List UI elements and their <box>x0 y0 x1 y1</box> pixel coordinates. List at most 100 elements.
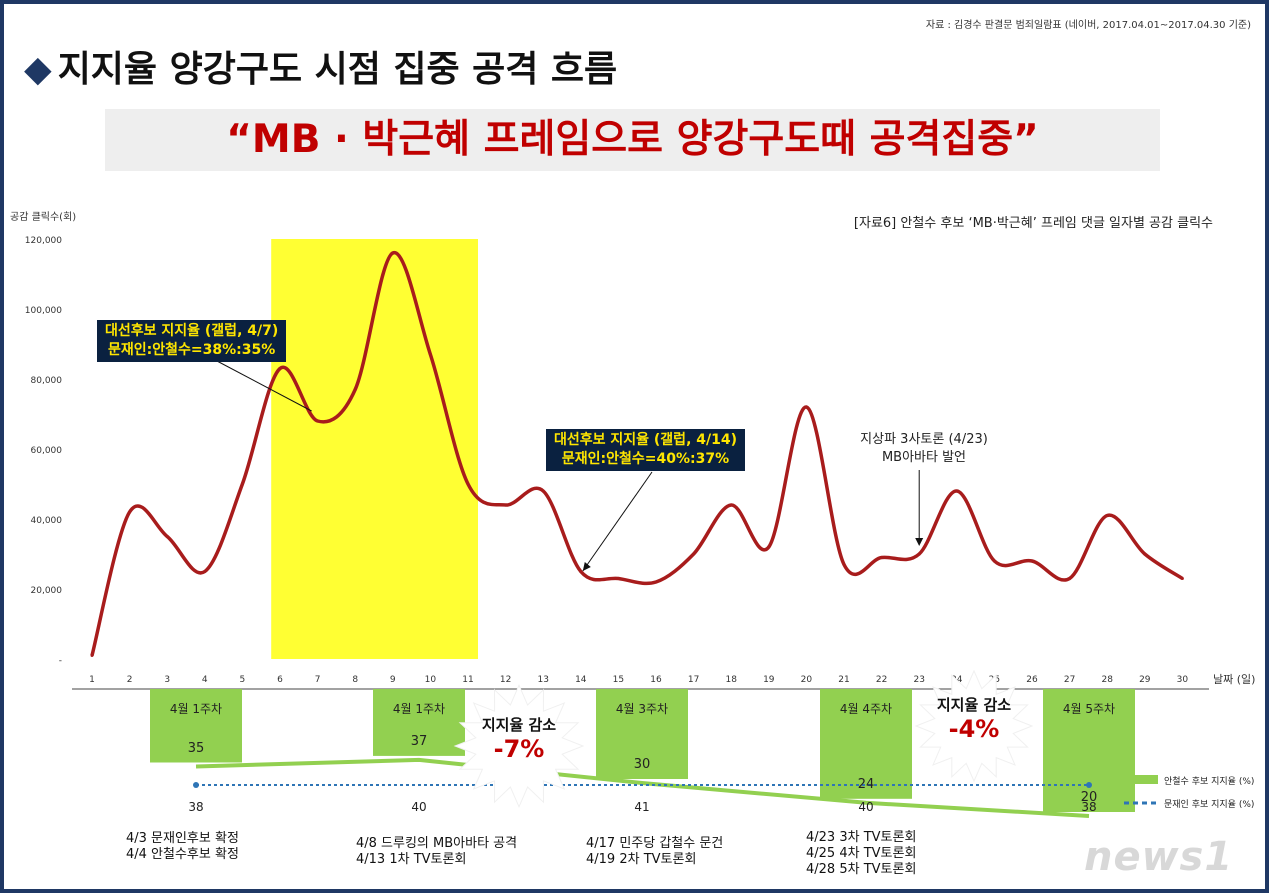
moon-value-label: 40 <box>858 800 874 814</box>
x-tick-label: 19 <box>763 675 775 685</box>
legend-swatch-ahn <box>1124 775 1158 784</box>
data-point <box>692 552 696 556</box>
poll-callout-1: 대선후보 지지율 (갤럽, 4/7) 문재인:안철수=38%:35% <box>97 320 287 362</box>
x-tick-label: 27 <box>1064 675 1075 685</box>
poll-callout-2: 대선후보 지지율 (갤럽, 4/14) 문재인:안철수=40%:37% <box>546 429 745 471</box>
x-tick-label: 29 <box>1139 675 1151 685</box>
moon-value-label: 40 <box>411 800 427 814</box>
data-point <box>880 556 884 559</box>
moon-point <box>193 782 199 788</box>
burst-value: -7% <box>493 735 545 763</box>
burst-value: -4% <box>948 715 1000 743</box>
ahn-week-bar <box>1043 689 1135 812</box>
x-tick-label: 8 <box>352 675 358 685</box>
x-tick-label: 12 <box>500 675 511 685</box>
annotation-line: MB아바타 발언 <box>881 450 967 465</box>
y-tick-label: 100,000 <box>25 306 62 316</box>
ahn-trend-line <box>195 757 1090 818</box>
data-point <box>1105 514 1109 517</box>
x-tick-label: 22 <box>876 675 887 685</box>
event-line: 4/3 문재인후보 확정 <box>126 831 239 846</box>
diamond-bullet-icon: ◆ <box>24 49 52 90</box>
x-tick-label: 5 <box>240 675 246 685</box>
starburst-shape <box>914 669 1034 783</box>
data-point <box>428 353 432 356</box>
y-tick-label: 20,000 <box>31 586 63 596</box>
data-point <box>955 489 959 493</box>
data-point <box>1180 577 1184 580</box>
event-group-1: 4/3 문재인후보 확정 4/4 안철수후보 확정 <box>126 831 239 863</box>
arrowhead-icon <box>915 538 924 546</box>
event-line: 4/8 드루킹의 MB아바타 공격 <box>356 836 518 851</box>
x-tick-label: 4 <box>202 675 208 685</box>
pointer-group <box>216 360 924 572</box>
ahn-week-bar <box>150 689 242 763</box>
week-label: 4월 3주차 <box>615 702 669 716</box>
annotation-line: 지상파 3사토론 (4/23) <box>860 432 988 447</box>
x-tick-label: 7 <box>315 675 321 685</box>
ahn-value-label: 35 <box>187 740 205 756</box>
event-line: 4/13 1차 TV토론회 <box>356 852 467 867</box>
legend-ahn: 안철수 후보 지지율 (%) <box>1164 774 1254 787</box>
y-tick-label: 80,000 <box>31 376 63 386</box>
data-point <box>541 489 545 493</box>
data-point <box>1068 577 1072 580</box>
event-line: 4/28 5차 TV토론회 <box>806 862 917 877</box>
data-point <box>1143 552 1147 556</box>
x-tick-label: 6 <box>277 675 283 685</box>
x-tick-label: 30 <box>1177 675 1189 685</box>
x-tick-label: 1 <box>89 675 95 685</box>
data-point <box>616 577 620 580</box>
callout-line: 문재인:안철수=38%:35% <box>108 342 276 358</box>
callout-line: 대선후보 지지율 (갤럽, 4/7) <box>105 323 279 339</box>
y-tick-label: 40,000 <box>31 516 63 526</box>
x-tick-label: 3 <box>164 675 170 685</box>
ahn-value-label: 20 <box>1080 790 1098 805</box>
data-point <box>90 654 94 657</box>
source-note: 자료 : 김경수 판결문 범죄일람표 (네이버, 2017.04.01~2017… <box>925 20 1251 31</box>
data-point <box>278 367 282 370</box>
x-tick-label: 28 <box>1101 675 1113 685</box>
moon-value-label: 41 <box>634 800 650 814</box>
legend-label: 안철수 후보 지지율 (%) <box>1164 777 1255 787</box>
debate-annotation: 지상파 3사토론 (4/23) MB아바타 발언 <box>849 431 999 467</box>
data-point <box>391 251 395 255</box>
data-point <box>1030 559 1034 563</box>
x-tick-label: 11 <box>462 675 473 685</box>
y-tick-label: 120,000 <box>25 236 62 246</box>
event-group-4: 4/23 3차 TV토론회 4/25 4차 TV토론회 4/28 5차 TV토론… <box>806 830 916 878</box>
x-tick-label: 2 <box>127 675 133 685</box>
event-line: 4/23 3차 TV토론회 <box>806 830 917 845</box>
data-point <box>654 580 658 584</box>
event-group-2: 4/8 드루킹의 MB아바타 공격 4/13 1차 TV토론회 <box>356 836 517 868</box>
event-line: 4/25 4차 TV토론회 <box>806 846 917 861</box>
event-line: 4/17 민주당 갑철수 문건 <box>586 836 724 851</box>
moon-value-label: 38 <box>1081 800 1097 814</box>
data-point <box>504 503 508 507</box>
ahn-week-bar <box>596 689 688 779</box>
moon-point <box>1086 782 1092 788</box>
week-label: 4월 5주차 <box>1062 702 1116 716</box>
x-tick-label: 18 <box>725 675 737 685</box>
event-line: 4/4 안철수후보 확정 <box>126 847 239 862</box>
data-point <box>353 388 357 391</box>
x-tick-label: 15 <box>613 675 624 685</box>
data-point <box>316 419 320 423</box>
data-point <box>165 535 169 538</box>
chart-canvas: - 20,000 40,000 60,000 80,000 100,000 120,000 1… <box>25 236 1209 818</box>
x-tick-label: 10 <box>425 675 437 685</box>
x-tick-label: 9 <box>390 675 396 685</box>
burst-label: 지지율 감소 <box>481 716 557 734</box>
data-point <box>729 503 733 507</box>
x-tick-label: 20 <box>801 675 813 685</box>
ahn-week-bar <box>820 689 912 799</box>
data-point <box>466 482 470 486</box>
arrowhead-icon <box>582 562 591 571</box>
data-point <box>804 405 808 409</box>
ahn-week-bar <box>373 689 465 756</box>
x-tick-label: 17 <box>688 675 699 685</box>
y-tick-label: 60,000 <box>31 446 63 456</box>
x-tick-label: 21 <box>838 675 849 685</box>
data-point <box>128 510 132 514</box>
week-label: 4월 1주차 <box>169 702 223 716</box>
